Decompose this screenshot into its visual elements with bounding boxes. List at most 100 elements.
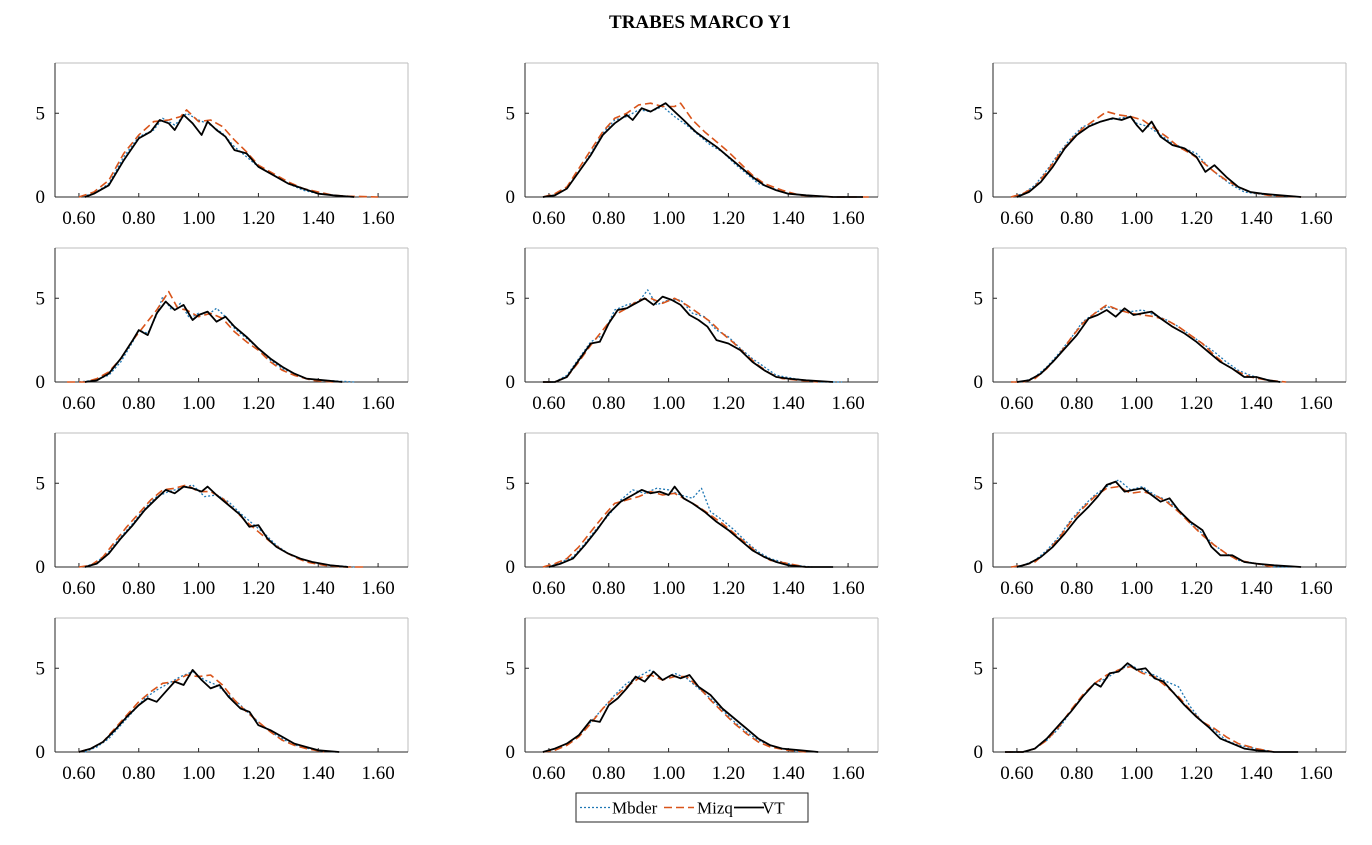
series-line-vt [542, 670, 819, 753]
x-tick-label: 1.60 [1299, 763, 1332, 784]
x-tick-label: 1.40 [302, 578, 335, 599]
x-tick-label: 0.80 [1060, 393, 1093, 414]
subplot-3-1: 0.60 0.80 1.00 1.20 1.40 1.60 0 5 [36, 432, 409, 599]
x-tick-label: 0.80 [592, 578, 625, 599]
y-tick-label: 5 [36, 658, 46, 679]
series-line-mbder [1010, 305, 1281, 383]
x-tick-label: 1.60 [1299, 208, 1332, 229]
x-tick-label: 1.20 [712, 208, 745, 229]
legend-label-mizq: Mizq [697, 799, 733, 818]
x-tick-label: 1.60 [361, 208, 394, 229]
y-tick-label: 5 [974, 473, 984, 494]
y-tick-label: 0 [36, 187, 46, 208]
y-tick-label: 5 [974, 103, 984, 124]
x-tick-label: 1.60 [1299, 578, 1332, 599]
x-tick-label: 1.60 [831, 393, 864, 414]
y-tick-label: 0 [974, 557, 984, 578]
x-tick-label: 1.40 [1240, 763, 1273, 784]
x-tick-label: 1.20 [712, 763, 745, 784]
x-tick-label: 1.40 [302, 763, 335, 784]
x-tick-label: 1.40 [772, 763, 805, 784]
subplot-1-2: 0.60 0.80 1.00 1.20 1.40 1.60 0 5 [506, 62, 879, 229]
y-tick-label: 0 [36, 557, 46, 578]
x-tick-label: 0.60 [62, 393, 95, 414]
series-line-vt [78, 669, 340, 753]
subplot-3-3: 0.60 0.80 1.00 1.20 1.40 1.60 0 5 [974, 432, 1347, 599]
y-tick-label: 0 [36, 742, 46, 763]
series-line-vt [548, 485, 834, 568]
x-tick-label: 0.80 [122, 763, 155, 784]
y-tick-label: 5 [974, 658, 984, 679]
x-tick-label: 1.00 [182, 393, 215, 414]
series-line-vt [1005, 662, 1299, 753]
x-tick-label: 1.40 [1240, 393, 1273, 414]
y-tick-label: 5 [974, 288, 984, 309]
series-line-mizq [1010, 110, 1302, 198]
x-tick-label: 1.00 [652, 393, 685, 414]
y-tick-label: 0 [974, 742, 984, 763]
x-tick-label: 0.60 [532, 208, 565, 229]
x-tick-label: 0.60 [1000, 393, 1033, 414]
y-tick-label: 5 [506, 288, 516, 309]
series-line-mbder [548, 487, 813, 568]
x-tick-label: 1.20 [242, 208, 275, 229]
y-tick-label: 5 [36, 103, 46, 124]
y-tick-label: 0 [36, 372, 46, 393]
series-line-mizq [1005, 665, 1275, 753]
x-tick-label: 0.80 [1060, 763, 1093, 784]
x-tick-label: 1.60 [361, 763, 394, 784]
x-tick-label: 1.00 [182, 208, 215, 229]
y-tick-label: 0 [506, 187, 516, 208]
y-tick-label: 5 [506, 103, 516, 124]
series-line-mizq [542, 102, 872, 198]
x-tick-label: 1.20 [1180, 763, 1213, 784]
y-tick-label: 5 [506, 473, 516, 494]
subplot-2-2: 0.60 0.80 1.00 1.20 1.40 1.60 0 5 [506, 247, 879, 414]
y-tick-label: 5 [36, 288, 46, 309]
series-line-mizq [1010, 485, 1275, 568]
subplot-4-2: 0.60 0.80 1.00 1.20 1.40 1.60 0 5 [506, 617, 879, 784]
x-tick-label: 1.20 [712, 578, 745, 599]
series-line-mbder [78, 112, 355, 198]
x-tick-label: 0.80 [122, 393, 155, 414]
y-tick-label: 5 [36, 473, 46, 494]
subplot-1-3: 0.60 0.80 1.00 1.20 1.40 1.60 0 5 [974, 62, 1347, 229]
x-tick-label: 0.60 [62, 763, 95, 784]
x-tick-label: 0.60 [1000, 208, 1033, 229]
x-tick-label: 1.00 [652, 578, 685, 599]
subplot-3-2: 0.60 0.80 1.00 1.20 1.40 1.60 0 5 [506, 432, 879, 599]
x-tick-label: 0.80 [1060, 578, 1093, 599]
x-tick-label: 1.20 [242, 393, 275, 414]
y-tick-label: 5 [506, 658, 516, 679]
x-tick-label: 1.20 [242, 578, 275, 599]
subplot-2-3: 0.60 0.80 1.00 1.20 1.40 1.60 0 5 [974, 247, 1347, 414]
series-line-vt [84, 114, 355, 198]
x-tick-label: 1.20 [1180, 578, 1213, 599]
series-line-mbder [84, 670, 337, 753]
x-tick-label: 1.00 [1120, 208, 1153, 229]
x-tick-label: 1.60 [831, 578, 864, 599]
x-tick-label: 0.80 [592, 208, 625, 229]
y-tick-label: 0 [506, 372, 516, 393]
x-tick-label: 1.00 [1120, 763, 1153, 784]
series-line-mbder [1010, 479, 1293, 568]
x-tick-label: 1.20 [1180, 208, 1213, 229]
x-tick-label: 1.00 [1120, 393, 1153, 414]
x-tick-label: 0.60 [532, 578, 565, 599]
subplot-1-1: 0.60 0.80 1.00 1.20 1.40 1.60 0 5 [36, 62, 409, 229]
x-tick-label: 1.20 [1180, 393, 1213, 414]
series-line-vt [1016, 307, 1281, 383]
x-tick-label: 1.40 [772, 393, 805, 414]
series-line-vt [84, 485, 349, 568]
x-tick-label: 0.60 [1000, 763, 1033, 784]
x-tick-label: 1.60 [361, 393, 394, 414]
series-line-vt [542, 102, 863, 198]
y-tick-label: 0 [506, 557, 516, 578]
x-tick-label: 1.40 [302, 208, 335, 229]
series-line-vt [1016, 115, 1302, 198]
x-tick-label: 1.40 [302, 393, 335, 414]
x-tick-label: 0.60 [62, 208, 95, 229]
x-tick-label: 1.60 [361, 578, 394, 599]
x-tick-label: 0.60 [532, 763, 565, 784]
